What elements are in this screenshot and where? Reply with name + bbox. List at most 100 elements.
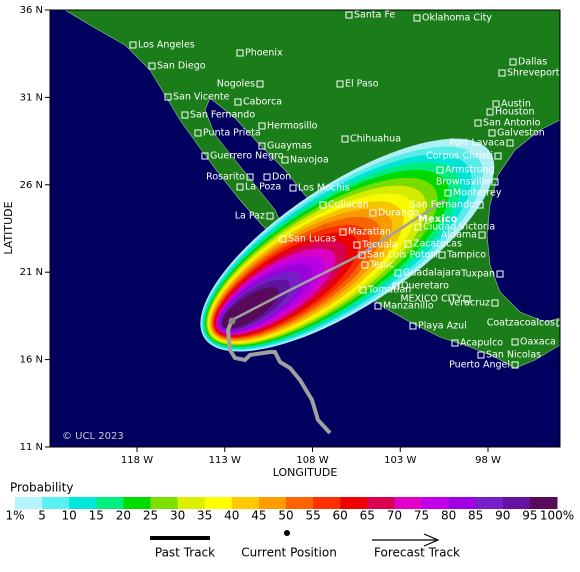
scale-swatch — [394, 497, 422, 509]
scale-label: 85 — [468, 509, 483, 523]
y-tick-label: 26 N — [20, 180, 43, 191]
city-marker — [511, 338, 519, 346]
city-label: Coatzacoalcos — [487, 318, 555, 329]
city-marker — [413, 14, 421, 22]
city-marker — [509, 58, 517, 66]
city-marker — [353, 241, 361, 249]
city-marker — [129, 41, 137, 49]
scale-label: 45 — [251, 509, 266, 523]
city-label: Queretaro — [401, 281, 449, 292]
scale-label: 15 — [89, 509, 104, 523]
city-marker — [236, 49, 244, 57]
scale-swatch — [258, 497, 287, 509]
scale-label: 40 — [224, 509, 239, 523]
y-tick-label: 36 N — [20, 5, 43, 16]
city-label: El Paso — [345, 79, 379, 90]
current-position-key — [284, 530, 290, 536]
city-label: Santa Fe — [354, 10, 395, 21]
city-marker — [263, 173, 271, 181]
city-label: Ciudad Victoria — [423, 222, 495, 233]
scale-label: 35 — [197, 509, 212, 523]
forecast-arrow-head — [423, 533, 440, 547]
city-label: Nogoles — [217, 79, 255, 90]
city-marker — [266, 212, 274, 220]
city-marker — [492, 100, 500, 108]
city-marker — [494, 152, 502, 160]
city-label: Manzanillo — [383, 301, 434, 312]
city-marker — [478, 231, 486, 239]
scale-label: 1% — [5, 509, 24, 523]
past-track — [225, 319, 332, 435]
scale-swatch — [340, 497, 368, 509]
city-marker — [258, 122, 266, 130]
city-label: Port Lavaca — [450, 138, 505, 149]
city-marker — [341, 135, 349, 143]
scale-swatch — [502, 497, 531, 509]
city-marker — [444, 189, 452, 197]
city-marker — [279, 235, 287, 243]
city-label: Tampico — [446, 250, 486, 261]
city-label: La Poza — [245, 182, 281, 193]
forecast-track — [231, 198, 446, 322]
scale-swatch — [313, 497, 341, 509]
city-label: San Fernando — [190, 110, 255, 121]
scale-label: 90 — [495, 509, 510, 523]
city-marker — [246, 173, 254, 181]
scale-label: 10 — [62, 509, 77, 523]
city-label: Monterrey — [453, 188, 502, 199]
x-tick-label: 118 W — [121, 455, 153, 466]
city-label: La Paz — [235, 211, 265, 222]
scale-swatch — [69, 497, 97, 509]
scale-label: 50 — [278, 509, 293, 523]
city-label: San Vicente — [173, 92, 230, 103]
city-marker — [392, 282, 400, 290]
city-label: Veracruz — [449, 298, 490, 309]
scale-swatch — [286, 497, 314, 509]
city-label: Galveston — [497, 128, 545, 139]
city-marker — [409, 322, 417, 330]
city-label: San Fernando — [410, 200, 475, 211]
city-marker — [201, 152, 209, 160]
city-label: Tomatlan — [367, 285, 411, 296]
city-marker — [358, 251, 366, 259]
city-marker — [491, 178, 499, 186]
city-label: Punta Prieta — [203, 128, 261, 139]
city-label: Los Angeles — [138, 40, 195, 51]
city-label: Phoenix — [245, 48, 283, 59]
x-axis-label: LONGITUDE — [273, 466, 338, 479]
city-marker — [289, 184, 297, 192]
city-label: Brownsville — [436, 177, 490, 188]
city-marker — [476, 201, 484, 209]
scale-swatch — [448, 497, 477, 509]
city-label: Houston — [495, 107, 534, 118]
city-label: MEXICO CITY — [400, 294, 462, 305]
city-label: Chihuahua — [350, 134, 401, 145]
city-marker — [496, 270, 504, 278]
city-marker — [498, 69, 506, 77]
city-label: Culiacan — [328, 200, 369, 211]
city-label: Tepic — [369, 260, 394, 271]
current-position — [228, 317, 236, 325]
city-label: Corpus Christi — [426, 151, 493, 162]
city-marker — [404, 240, 412, 248]
city-marker — [336, 80, 344, 88]
city-marker — [451, 339, 459, 347]
city-label: Guaymas — [267, 141, 312, 152]
map-frame — [49, 9, 561, 448]
legend-item: Past Track — [155, 546, 215, 560]
city-label: Caborca — [243, 97, 282, 108]
scale-label: 25 — [143, 509, 158, 523]
city-label: Tecuala — [361, 240, 398, 251]
scale-label: 20 — [116, 509, 131, 523]
y-tick-label: 16 N — [20, 355, 43, 366]
city-marker — [436, 166, 444, 174]
legend-item: Current Position — [241, 546, 337, 560]
city-marker — [394, 269, 402, 277]
scale-swatch — [421, 497, 450, 509]
scale-label: 100% — [540, 509, 574, 523]
city-label: Austin — [501, 99, 531, 110]
city-marker — [181, 111, 189, 119]
city-label: Durango — [378, 208, 419, 219]
city-label: Dallas — [518, 57, 547, 68]
scale-swatch — [96, 497, 124, 509]
